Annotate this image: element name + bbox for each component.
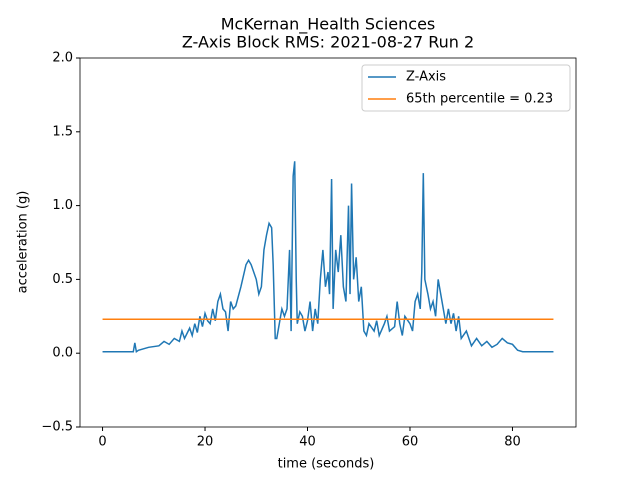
series-line xyxy=(102,161,554,354)
y-tick-label: 0.5 xyxy=(52,272,73,287)
plot-frame xyxy=(79,57,577,428)
y-tick-label: −0.5 xyxy=(41,420,73,435)
y-tick-label: 1.0 xyxy=(52,198,73,213)
x-tick-label: 20 xyxy=(197,435,214,450)
chart-title: McKernan_Health Sciences xyxy=(221,15,436,35)
y-tick-label: 2.0 xyxy=(52,51,73,66)
y-tick-label: 1.5 xyxy=(52,124,73,139)
y-tick-label: 0.0 xyxy=(52,346,73,361)
x-tick-label: 80 xyxy=(504,435,521,450)
y-axis-label: acceleration (g) xyxy=(16,191,31,294)
x-tick-label: 0 xyxy=(98,435,106,450)
legend-label: Z-Axis xyxy=(406,70,446,85)
legend-box xyxy=(361,64,571,112)
legend-label: 65th percentile = 0.23 xyxy=(406,92,553,107)
chart-subtitle: Z-Axis Block RMS: 2021-08-27 Run 2 xyxy=(182,33,474,52)
x-tick-label: 60 xyxy=(402,435,419,450)
x-axis-label: time (seconds) xyxy=(278,457,375,472)
x-tick-label: 40 xyxy=(299,435,316,450)
